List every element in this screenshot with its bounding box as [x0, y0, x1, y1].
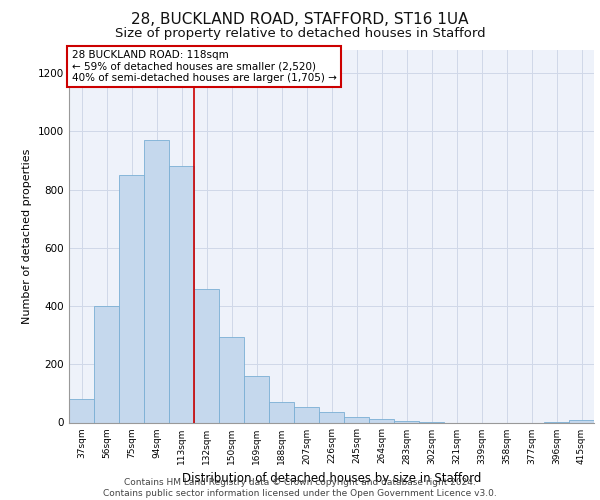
Bar	[569, 420, 594, 422]
X-axis label: Distribution of detached houses by size in Stafford: Distribution of detached houses by size …	[182, 472, 481, 485]
Bar	[94, 306, 119, 422]
Y-axis label: Number of detached properties: Number of detached properties	[22, 148, 32, 324]
Text: 28, BUCKLAND ROAD, STAFFORD, ST16 1UA: 28, BUCKLAND ROAD, STAFFORD, ST16 1UA	[131, 12, 469, 28]
Bar	[119, 175, 144, 422]
Bar	[294, 408, 319, 422]
Bar	[269, 402, 294, 422]
Bar	[344, 416, 369, 422]
Bar	[319, 412, 344, 422]
Bar	[144, 140, 169, 422]
Bar	[244, 376, 269, 422]
Bar	[194, 288, 219, 422]
Bar	[369, 419, 394, 422]
Bar	[69, 399, 94, 422]
Bar	[169, 166, 194, 422]
Bar	[219, 336, 244, 422]
Text: Contains HM Land Registry data © Crown copyright and database right 2024.
Contai: Contains HM Land Registry data © Crown c…	[103, 478, 497, 498]
Text: Size of property relative to detached houses in Stafford: Size of property relative to detached ho…	[115, 28, 485, 40]
Text: 28 BUCKLAND ROAD: 118sqm
← 59% of detached houses are smaller (2,520)
40% of sem: 28 BUCKLAND ROAD: 118sqm ← 59% of detach…	[71, 50, 337, 83]
